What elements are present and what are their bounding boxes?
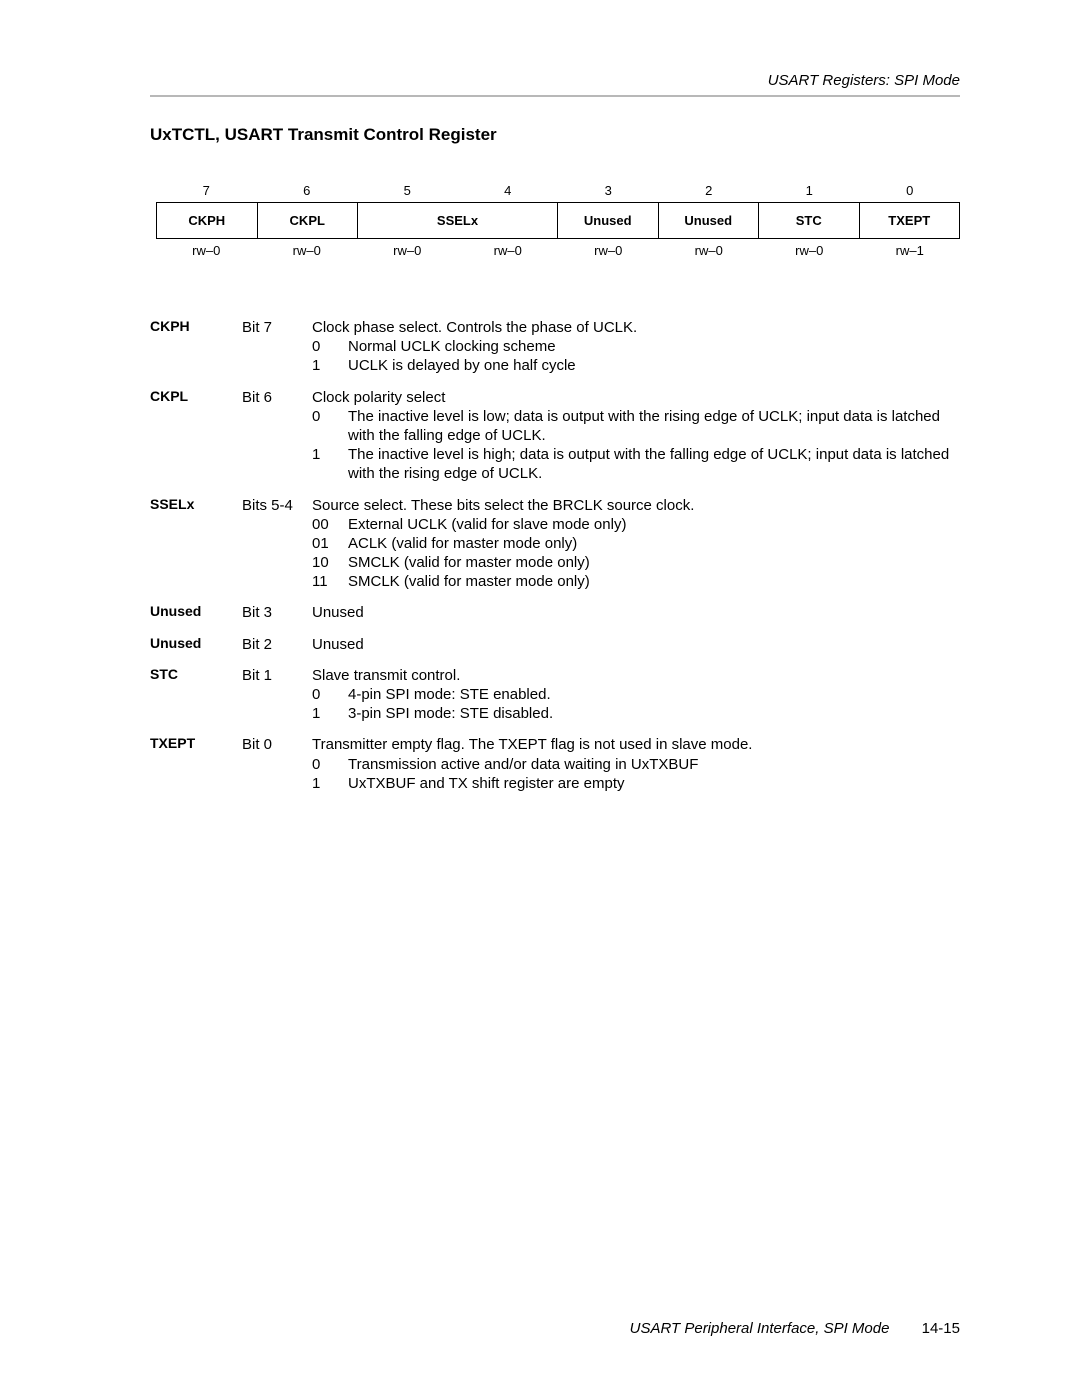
footer-book-title: USART Peripheral Interface, SPI Mode xyxy=(630,1320,890,1337)
bit-field-row: CKPHCKPLSSELxUnusedUnusedSTCTXEPT xyxy=(156,202,960,239)
field-summary: Transmitter empty flag. The TXEPT flag i… xyxy=(312,735,960,754)
field-summary: Slave transmit control. xyxy=(312,666,960,685)
option-key: 0 xyxy=(312,755,348,774)
field-body: Unused xyxy=(312,603,960,622)
bit-field: CKPL xyxy=(258,203,359,238)
field-summary: Source select. These bits select the BRC… xyxy=(312,496,960,515)
field-summary: Unused xyxy=(312,635,960,654)
option-key: 0 xyxy=(312,407,348,445)
option-key: 10 xyxy=(312,553,348,572)
bit-number: 0 xyxy=(860,179,961,202)
field-summary: Clock phase select. Controls the phase o… xyxy=(312,318,960,337)
field-name: STC xyxy=(150,666,242,724)
option-value: UxTXBUF and TX shift register are empty xyxy=(348,774,960,793)
option-value: 4-pin SPI mode: STE enabled. xyxy=(348,685,960,704)
bit-rw: rw–0 xyxy=(759,239,860,262)
field-bit: Bit 1 xyxy=(242,666,312,724)
field-summary: Clock polarity select xyxy=(312,388,960,407)
bit-number: 6 xyxy=(257,179,358,202)
option-key: 01 xyxy=(312,534,348,553)
field-bit: Bit 6 xyxy=(242,388,312,484)
bit-field: Unused xyxy=(558,203,659,238)
bit-rw: rw–0 xyxy=(257,239,358,262)
page-footer: USART Peripheral Interface, SPI Mode 14-… xyxy=(630,1320,960,1337)
option-key: 1 xyxy=(312,774,348,793)
field-bit: Bits 5-4 xyxy=(242,496,312,592)
field-body: Clock polarity select0The inactive level… xyxy=(312,388,960,484)
field-body: Clock phase select. Controls the phase o… xyxy=(312,318,960,376)
bit-number: 2 xyxy=(659,179,760,202)
bit-number: 4 xyxy=(458,179,559,202)
bit-rw: rw–0 xyxy=(558,239,659,262)
bit-diagram: 76543210 CKPHCKPLSSELxUnusedUnusedSTCTXE… xyxy=(156,179,960,262)
bit-field: SSELx xyxy=(358,203,558,238)
field-name: SSELx xyxy=(150,496,242,592)
bit-rw: rw–0 xyxy=(357,239,458,262)
option-key: 1 xyxy=(312,704,348,723)
bit-rw: rw–1 xyxy=(860,239,961,262)
section-title: UxTCTL, USART Transmit Control Register xyxy=(150,125,960,145)
bit-field: STC xyxy=(759,203,860,238)
bit-number: 1 xyxy=(759,179,860,202)
bit-number: 3 xyxy=(558,179,659,202)
field-bit: Bit 7 xyxy=(242,318,312,376)
option-value: The inactive level is high; data is outp… xyxy=(348,445,960,483)
running-head: USART Registers: SPI Mode xyxy=(150,72,960,97)
field-body: Slave transmit control.04-pin SPI mode: … xyxy=(312,666,960,724)
option-key: 0 xyxy=(312,337,348,356)
option-key: 0 xyxy=(312,685,348,704)
bit-number: 7 xyxy=(156,179,257,202)
field-summary: Unused xyxy=(312,603,960,622)
bit-number-row: 76543210 xyxy=(156,179,960,202)
field-options: 0Transmission active and/or data waiting… xyxy=(312,755,960,793)
field-name: Unused xyxy=(150,635,242,654)
option-value: Normal UCLK clocking scheme xyxy=(348,337,960,356)
field-options: 00External UCLK (valid for slave mode on… xyxy=(312,515,960,592)
option-value: The inactive level is low; data is outpu… xyxy=(348,407,960,445)
field-bit: Bit 3 xyxy=(242,603,312,622)
field-name: Unused xyxy=(150,603,242,622)
field-body: Source select. These bits select the BRC… xyxy=(312,496,960,592)
option-key: 1 xyxy=(312,445,348,483)
field-body: Unused xyxy=(312,635,960,654)
footer-page-number: 14-15 xyxy=(922,1320,960,1337)
field-body: Transmitter empty flag. The TXEPT flag i… xyxy=(312,735,960,793)
bit-rw: rw–0 xyxy=(458,239,559,262)
field-name: CKPL xyxy=(150,388,242,484)
option-key: 1 xyxy=(312,356,348,375)
page: USART Registers: SPI Mode UxTCTL, USART … xyxy=(0,0,1080,1397)
bit-rw: rw–0 xyxy=(156,239,257,262)
bit-number: 5 xyxy=(357,179,458,202)
option-value: Transmission active and/or data waiting … xyxy=(348,755,960,774)
field-bit: Bit 2 xyxy=(242,635,312,654)
option-key: 11 xyxy=(312,572,348,591)
option-key: 00 xyxy=(312,515,348,534)
field-options: 0Normal UCLK clocking scheme1UCLK is del… xyxy=(312,337,960,375)
bit-rw: rw–0 xyxy=(659,239,760,262)
option-value: 3-pin SPI mode: STE disabled. xyxy=(348,704,960,723)
field-descriptions: CKPHBit 7Clock phase select. Controls th… xyxy=(150,318,960,793)
field-bit: Bit 0 xyxy=(242,735,312,793)
bit-field: CKPH xyxy=(157,203,258,238)
option-value: UCLK is delayed by one half cycle xyxy=(348,356,960,375)
option-value: External UCLK (valid for slave mode only… xyxy=(348,515,960,534)
bit-field: Unused xyxy=(659,203,760,238)
option-value: ACLK (valid for master mode only) xyxy=(348,534,960,553)
field-name: TXEPT xyxy=(150,735,242,793)
bit-rw-row: rw–0rw–0rw–0rw–0rw–0rw–0rw–0rw–1 xyxy=(156,239,960,262)
bit-field: TXEPT xyxy=(860,203,960,238)
field-name: CKPH xyxy=(150,318,242,376)
field-options: 0The inactive level is low; data is outp… xyxy=(312,407,960,484)
field-options: 04-pin SPI mode: STE enabled.13-pin SPI … xyxy=(312,685,960,723)
option-value: SMCLK (valid for master mode only) xyxy=(348,553,960,572)
option-value: SMCLK (valid for master mode only) xyxy=(348,572,960,591)
